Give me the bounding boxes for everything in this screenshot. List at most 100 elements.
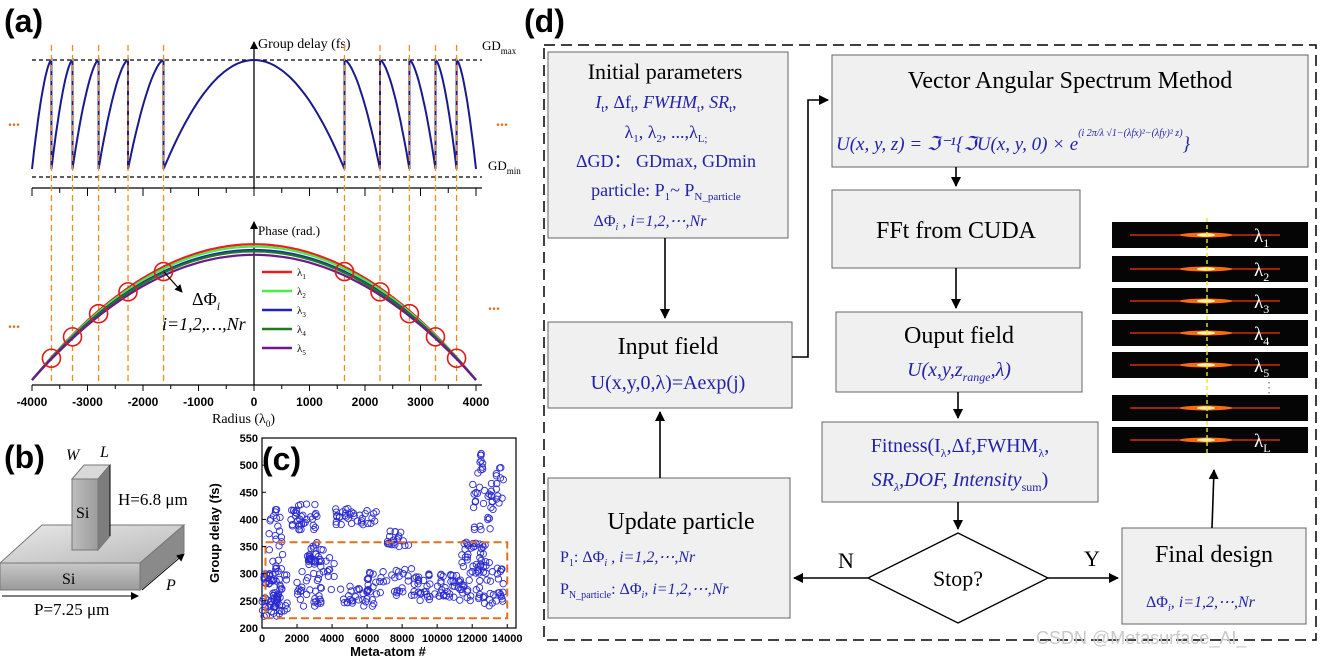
focal-spectra: λ1 λ2 λ3 λ4 λ5 λL: [1112, 218, 1308, 456]
scatter-point: [470, 523, 479, 531]
scatter-points: [258, 449, 507, 620]
scatter-point: [282, 576, 291, 584]
stop-label: Stop?: [933, 566, 983, 591]
radius-tick-label: 2000: [352, 395, 379, 409]
bottom-label: P=7.25 μm: [34, 600, 109, 619]
sample-circles: [41, 261, 467, 369]
arrow-final-to-spectra: [1208, 469, 1219, 529]
scatter-point: [499, 580, 507, 588]
strip-core: [1197, 267, 1215, 271]
scatter-xtick-label: 2000: [285, 633, 309, 645]
scatter-point: [311, 500, 319, 509]
scatter-point: [407, 565, 416, 573]
scatter-point: [376, 588, 384, 597]
scatter-xtick-label: 0: [259, 633, 265, 645]
scatter-point: [404, 572, 412, 580]
scatter-point: [385, 539, 393, 548]
scatter-point: [293, 590, 302, 598]
index-range-label: i=1,2,…,Nr: [162, 314, 247, 334]
sample-circle-9: [446, 348, 467, 369]
scatter-point: [307, 544, 315, 553]
gd-right-segment-3: [379, 58, 411, 170]
sample-circle-1: [62, 327, 83, 347]
gd-left-segment-0: [31, 57, 53, 170]
scatter-point: [472, 489, 480, 497]
scatter-point: [278, 550, 287, 559]
scatter-ytick-label: 400: [240, 514, 258, 526]
scatter-point: [299, 511, 307, 519]
scatter-point: [351, 593, 360, 601]
scatter-point: [303, 552, 312, 560]
scatter-point: [294, 517, 302, 525]
scatter-point: [327, 585, 335, 594]
scatter-point: [326, 565, 334, 574]
radius-tick-label: -2000: [128, 395, 159, 409]
scatter-point: [477, 545, 486, 553]
scatter-point: [271, 596, 279, 605]
scatter-point: [476, 549, 485, 557]
top-axis-ticks: [31, 188, 477, 196]
scatter-point: [359, 589, 367, 598]
scatter-point: [486, 525, 494, 533]
scatter-point: [441, 583, 449, 592]
radius-tick-label: 3000: [407, 395, 434, 409]
spectrum-strip-2: λ2: [1112, 256, 1308, 284]
strip-core: [1197, 438, 1215, 442]
pillar-side: [97, 463, 111, 552]
scatter-point: [451, 578, 459, 587]
scatter-point: [310, 569, 318, 578]
scatter-point: [474, 469, 482, 477]
gd-left-segment-2: [71, 58, 100, 170]
scatter-point: [298, 586, 306, 595]
phase-curve-2: [31, 245, 477, 381]
initial-parameters-box: [547, 51, 789, 239]
initial-line-2: λ1, λ2, ...,λL;: [625, 122, 708, 145]
strip-core: [1197, 233, 1215, 237]
scatter-point: [299, 602, 308, 610]
sample-circle-8: [425, 327, 446, 347]
scatter-point: [293, 578, 301, 587]
scatter-point: [486, 577, 495, 585]
scatter-point: [399, 570, 407, 578]
scatter-point: [484, 513, 492, 522]
initial-line-3: ΔGD： GDmax, GDmin: [576, 151, 756, 171]
scatter-point: [267, 515, 275, 523]
scatter-point: [417, 590, 425, 598]
scatter-point: [493, 479, 501, 488]
scatter-point: [401, 565, 409, 574]
scatter-ytick-label: 550: [240, 433, 258, 445]
phase-curve-5: [31, 253, 477, 381]
strip-label: λ4: [1254, 324, 1269, 348]
scatter-point: [469, 503, 478, 512]
scatter-point: [410, 587, 418, 596]
scatter-point: [272, 565, 280, 573]
spectrum-strip-5: λ5: [1112, 352, 1308, 380]
scatter-point: [306, 513, 315, 521]
scatter-point: [404, 541, 413, 549]
scatter-point: [372, 590, 381, 598]
sample-circle-6: [370, 282, 390, 302]
scatter-point: [302, 577, 311, 585]
sample-circle-4: [153, 261, 174, 282]
final-design-box: [1121, 527, 1307, 625]
scatter-point: [277, 533, 286, 541]
scatter-point: [367, 519, 375, 527]
scatter-point: [313, 576, 322, 585]
scatter-xtick-label: 8000: [390, 633, 414, 645]
scatter-point: [325, 554, 334, 562]
strip-core: [1197, 299, 1215, 303]
scatter-point: [317, 599, 325, 607]
spectrum-strip-3: λ3: [1112, 288, 1308, 316]
scatter-point: [336, 585, 345, 593]
scatter-point: [363, 575, 372, 583]
scatter-point: [272, 577, 280, 585]
vasm-title: Vector Angular Spectrum Method: [908, 68, 1233, 94]
scatter-point: [260, 570, 268, 578]
scatter-point: [499, 476, 507, 484]
output-formula: U(x,y,zrange,λ): [907, 359, 1011, 384]
scatter-point: [294, 587, 302, 595]
scatter-point: [471, 497, 480, 505]
scatter-point: [267, 607, 275, 616]
panel-label-d: (d): [524, 3, 565, 39]
flowchart-frame: [543, 44, 1317, 641]
